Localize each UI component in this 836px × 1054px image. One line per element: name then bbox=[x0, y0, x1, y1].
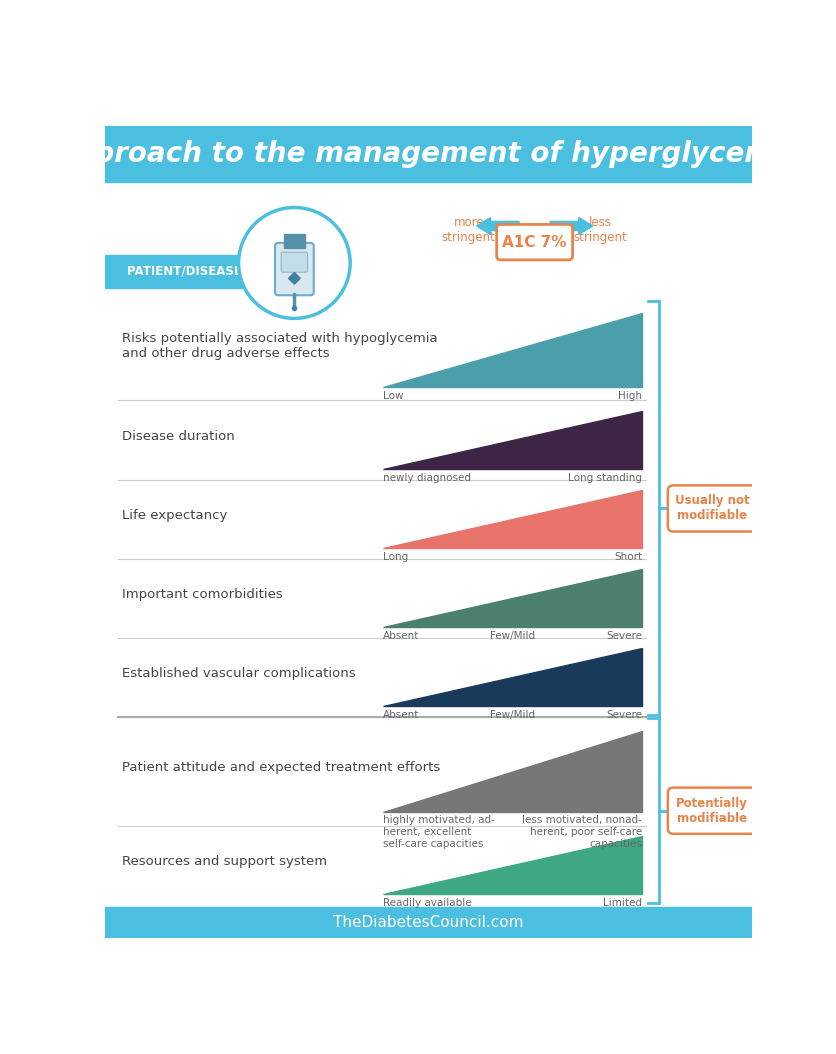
Text: Disease duration: Disease duration bbox=[121, 430, 234, 443]
Polygon shape bbox=[383, 836, 642, 894]
Polygon shape bbox=[383, 490, 642, 548]
FancyBboxPatch shape bbox=[281, 252, 308, 272]
Text: A1C 7%: A1C 7% bbox=[502, 235, 567, 250]
Text: Readily available: Readily available bbox=[383, 898, 472, 909]
Polygon shape bbox=[288, 273, 300, 285]
Circle shape bbox=[238, 208, 350, 318]
Text: Severe: Severe bbox=[606, 710, 642, 720]
Text: Patient attitude and expected treatment efforts: Patient attitude and expected treatment … bbox=[121, 761, 440, 774]
Bar bbox=[283, 234, 305, 248]
Text: highly motivated, ad-
herent, excellent
self-care capacities: highly motivated, ad- herent, excellent … bbox=[383, 816, 495, 848]
Polygon shape bbox=[383, 411, 642, 469]
Text: Low: Low bbox=[383, 391, 404, 402]
Text: Important comorbidities: Important comorbidities bbox=[121, 588, 283, 601]
Polygon shape bbox=[383, 730, 642, 812]
Text: Few/Mild: Few/Mild bbox=[490, 710, 535, 720]
Text: less
stringent: less stringent bbox=[573, 216, 627, 245]
Text: Absent: Absent bbox=[383, 710, 420, 720]
Text: Limited: Limited bbox=[604, 898, 642, 909]
Bar bbox=[104, 126, 752, 181]
Text: Severe: Severe bbox=[606, 631, 642, 641]
Text: Long: Long bbox=[383, 552, 408, 562]
Polygon shape bbox=[383, 313, 642, 388]
FancyBboxPatch shape bbox=[275, 242, 314, 295]
Text: less motivated, nonad-
herent, poor self-care
capacities: less motivated, nonad- herent, poor self… bbox=[522, 816, 642, 848]
Text: Approach to the management of hyperglycemia: Approach to the management of hyperglyce… bbox=[54, 140, 803, 168]
FancyBboxPatch shape bbox=[668, 485, 757, 531]
FancyBboxPatch shape bbox=[497, 225, 573, 260]
Text: Short: Short bbox=[614, 552, 642, 562]
Text: more
stringent: more stringent bbox=[442, 216, 496, 245]
Bar bbox=[104, 255, 322, 288]
FancyArrow shape bbox=[550, 217, 593, 234]
Text: Potentially
modifiable: Potentially modifiable bbox=[676, 797, 748, 824]
Text: newly diagnosed: newly diagnosed bbox=[383, 473, 472, 483]
Text: Risks potentially associated with hypoglycemia
and other drug adverse effects: Risks potentially associated with hypogl… bbox=[121, 332, 437, 360]
Polygon shape bbox=[383, 648, 642, 706]
Text: Life expectancy: Life expectancy bbox=[121, 509, 227, 522]
Text: Established vascular complications: Established vascular complications bbox=[121, 667, 355, 680]
Text: Resources and support system: Resources and support system bbox=[121, 855, 327, 867]
Polygon shape bbox=[383, 569, 642, 627]
Text: TheDiabetesCouncil.com: TheDiabetesCouncil.com bbox=[334, 915, 523, 930]
Text: High: High bbox=[619, 391, 642, 402]
Text: PATIENT/DISEASE FEATURES: PATIENT/DISEASE FEATURES bbox=[127, 265, 314, 278]
Text: Few/Mild: Few/Mild bbox=[490, 631, 535, 641]
Text: Absent: Absent bbox=[383, 631, 420, 641]
FancyArrow shape bbox=[477, 217, 519, 234]
Text: Usually not
modifiable: Usually not modifiable bbox=[675, 494, 749, 523]
Bar bbox=[104, 907, 752, 938]
Text: Long standing: Long standing bbox=[568, 473, 642, 483]
FancyBboxPatch shape bbox=[668, 787, 757, 834]
